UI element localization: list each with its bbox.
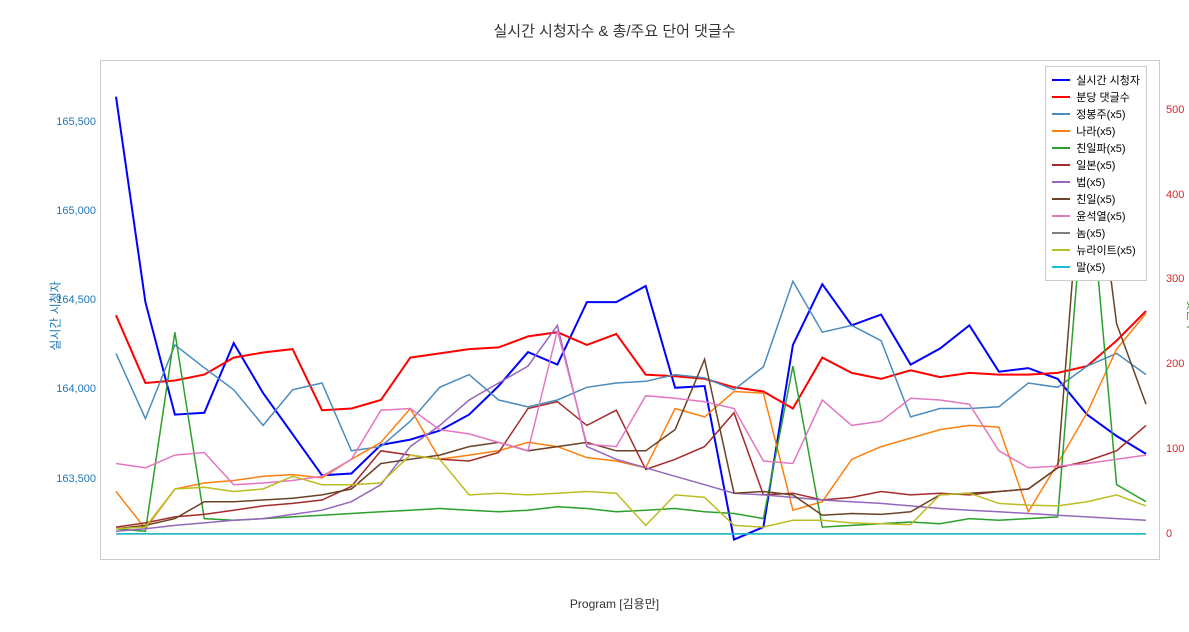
- y-left-tick-label: 165,000: [26, 205, 96, 217]
- legend-swatch: [1052, 96, 1070, 98]
- legend-item: 나라(x5): [1052, 123, 1140, 139]
- legend-item: 실시간 시청자: [1052, 72, 1140, 88]
- legend-label: 실시간 시청자: [1076, 72, 1140, 88]
- legend-label: 윤석열(x5): [1076, 208, 1125, 224]
- legend-swatch: [1052, 198, 1070, 200]
- legend-swatch: [1052, 164, 1070, 166]
- legend-label: 놈(x5): [1076, 225, 1105, 241]
- legend-swatch: [1052, 113, 1070, 115]
- legend-item: 일본(x5): [1052, 157, 1140, 173]
- legend-swatch: [1052, 147, 1070, 149]
- y-left-tick-label: 164,500: [26, 294, 96, 306]
- legend-label: 뉴라이트(x5): [1076, 242, 1135, 258]
- x-axis-label: Program [김용만]: [570, 595, 659, 612]
- chart-container: 실시간 시청자수 & 총/주요 단어 댓글수 실시간 시청자 댓글수 Progr…: [20, 20, 1189, 612]
- plot-area: [100, 60, 1160, 560]
- legend-swatch: [1052, 181, 1070, 183]
- legend-item: 법(x5): [1052, 174, 1140, 190]
- y-right-tick-label: 500: [1166, 104, 1184, 116]
- legend-label: 친일(x5): [1076, 191, 1115, 207]
- y-right-tick-label: 400: [1166, 189, 1184, 201]
- legend-swatch: [1052, 79, 1070, 81]
- legend-item: 친일파(x5): [1052, 140, 1140, 156]
- legend-label: 법(x5): [1076, 174, 1105, 190]
- legend-item: 분당 댓글수: [1052, 89, 1140, 105]
- legend-swatch: [1052, 130, 1070, 132]
- legend-label: 일본(x5): [1076, 157, 1115, 173]
- legend-swatch: [1052, 232, 1070, 234]
- legend-item: 친일(x5): [1052, 191, 1140, 207]
- legend-item: 놈(x5): [1052, 225, 1140, 241]
- legend-label: 분당 댓글수: [1076, 89, 1130, 105]
- series-line: [116, 153, 1146, 532]
- chart-title: 실시간 시청자수 & 총/주요 단어 댓글수: [20, 20, 1189, 41]
- y-right-tick-label: 200: [1166, 358, 1184, 370]
- legend-swatch: [1052, 266, 1070, 268]
- legend-label: 말(x5): [1076, 259, 1105, 275]
- y-right-axis-label: 댓글수: [1184, 299, 1189, 332]
- y-right-tick-label: 300: [1166, 273, 1184, 285]
- legend-label: 정봉주(x5): [1076, 106, 1125, 122]
- plot-svg: [101, 61, 1161, 561]
- y-left-axis-label: 실시간 시청자: [46, 281, 63, 351]
- legend-item: 뉴라이트(x5): [1052, 242, 1140, 258]
- y-left-tick-label: 163,500: [26, 473, 96, 485]
- y-left-tick-label: 165,500: [26, 116, 96, 128]
- legend-item: 정봉주(x5): [1052, 106, 1140, 122]
- legend-label: 나라(x5): [1076, 123, 1115, 139]
- series-line: [116, 281, 1146, 451]
- y-left-tick-label: 164,000: [26, 383, 96, 395]
- y-right-tick-label: 0: [1166, 528, 1172, 540]
- legend-item: 말(x5): [1052, 259, 1140, 275]
- y-right-tick-label: 100: [1166, 443, 1184, 455]
- legend-label: 친일파(x5): [1076, 140, 1125, 156]
- legend-swatch: [1052, 215, 1070, 217]
- legend: 실시간 시청자분당 댓글수정봉주(x5)나라(x5)친일파(x5)일본(x5)법…: [1045, 66, 1147, 281]
- legend-item: 윤석열(x5): [1052, 208, 1140, 224]
- legend-swatch: [1052, 249, 1070, 251]
- series-line: [116, 97, 1146, 540]
